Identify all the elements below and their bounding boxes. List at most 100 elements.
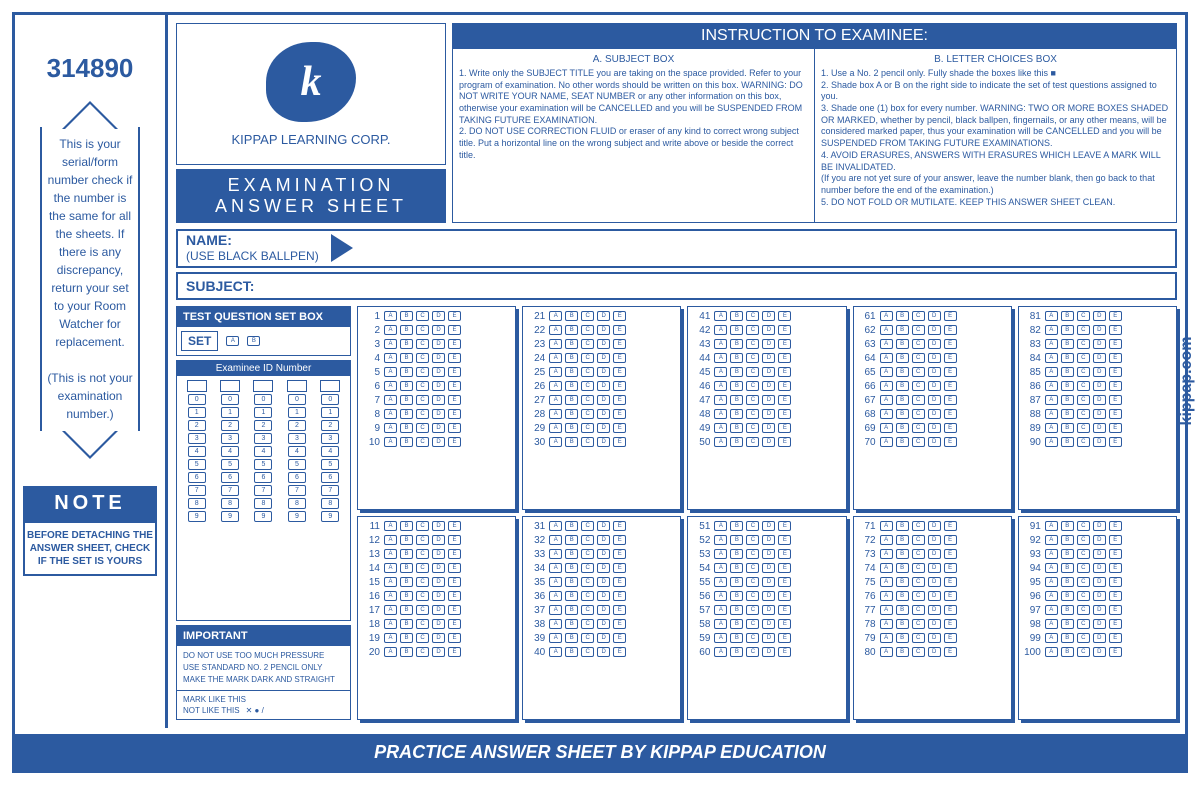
id-bubble[interactable]: 0 <box>188 394 206 405</box>
answer-bubble[interactable]: C <box>746 563 759 573</box>
answer-bubble[interactable]: D <box>432 437 445 447</box>
id-bubble[interactable]: 6 <box>321 472 339 483</box>
answer-bubble[interactable]: C <box>1077 311 1090 321</box>
answer-bubble[interactable]: B <box>400 409 413 419</box>
answer-bubble[interactable]: D <box>928 605 941 615</box>
answer-bubble[interactable]: C <box>416 409 429 419</box>
id-bubble[interactable]: 3 <box>321 433 339 444</box>
answer-bubble[interactable]: D <box>928 367 941 377</box>
answer-bubble[interactable]: A <box>880 549 893 559</box>
id-bubble[interactable]: 3 <box>288 433 306 444</box>
answer-bubble[interactable]: B <box>565 563 578 573</box>
answer-bubble[interactable]: D <box>432 563 445 573</box>
answer-bubble[interactable]: B <box>400 325 413 335</box>
answer-bubble[interactable]: B <box>896 367 909 377</box>
answer-bubble[interactable]: A <box>1045 367 1058 377</box>
answer-bubble[interactable]: B <box>1061 353 1074 363</box>
answer-bubble[interactable]: C <box>912 381 925 391</box>
answer-bubble[interactable]: E <box>778 619 791 629</box>
answer-bubble[interactable]: E <box>448 353 461 363</box>
answer-bubble[interactable]: C <box>1077 549 1090 559</box>
answer-bubble[interactable]: B <box>896 521 909 531</box>
answer-bubble[interactable]: C <box>746 437 759 447</box>
answer-bubble[interactable]: D <box>762 381 775 391</box>
answer-bubble[interactable]: E <box>613 423 626 433</box>
answer-bubble[interactable]: D <box>762 521 775 531</box>
id-bubble[interactable]: 0 <box>288 394 306 405</box>
answer-bubble[interactable]: C <box>416 535 429 545</box>
answer-bubble[interactable]: D <box>1093 521 1106 531</box>
answer-bubble[interactable]: C <box>581 381 594 391</box>
answer-bubble[interactable]: A <box>880 409 893 419</box>
answer-bubble[interactable]: D <box>432 353 445 363</box>
answer-bubble[interactable]: D <box>1093 549 1106 559</box>
answer-bubble[interactable]: C <box>581 577 594 587</box>
answer-bubble[interactable]: D <box>597 577 610 587</box>
answer-bubble[interactable]: A <box>880 577 893 587</box>
id-bubble[interactable]: 3 <box>188 433 206 444</box>
answer-bubble[interactable]: E <box>448 437 461 447</box>
answer-bubble[interactable]: C <box>746 633 759 643</box>
id-bubble[interactable]: 3 <box>254 433 272 444</box>
answer-bubble[interactable]: E <box>613 647 626 657</box>
answer-bubble[interactable]: C <box>581 563 594 573</box>
answer-bubble[interactable]: E <box>1109 591 1122 601</box>
answer-bubble[interactable]: D <box>597 409 610 419</box>
answer-bubble[interactable]: B <box>730 325 743 335</box>
answer-bubble[interactable]: A <box>549 353 562 363</box>
answer-bubble[interactable]: C <box>416 381 429 391</box>
answer-bubble[interactable]: E <box>1109 437 1122 447</box>
answer-bubble[interactable]: E <box>448 605 461 615</box>
answer-bubble[interactable]: C <box>746 367 759 377</box>
answer-bubble[interactable]: A <box>384 395 397 405</box>
answer-bubble[interactable]: C <box>912 423 925 433</box>
answer-bubble[interactable]: B <box>565 647 578 657</box>
answer-bubble[interactable]: C <box>581 619 594 629</box>
answer-bubble[interactable]: E <box>448 521 461 531</box>
answer-bubble[interactable]: B <box>565 311 578 321</box>
answer-bubble[interactable]: E <box>1109 633 1122 643</box>
answer-bubble[interactable]: A <box>1045 619 1058 629</box>
answer-bubble[interactable]: C <box>1077 381 1090 391</box>
answer-bubble[interactable]: B <box>400 633 413 643</box>
answer-bubble[interactable]: C <box>746 647 759 657</box>
answer-bubble[interactable]: B <box>730 605 743 615</box>
answer-bubble[interactable]: C <box>581 521 594 531</box>
answer-bubble[interactable]: E <box>613 325 626 335</box>
answer-bubble[interactable]: D <box>1093 437 1106 447</box>
answer-bubble[interactable]: D <box>762 409 775 419</box>
answer-bubble[interactable]: C <box>746 619 759 629</box>
answer-bubble[interactable]: B <box>730 633 743 643</box>
answer-bubble[interactable]: C <box>416 633 429 643</box>
answer-bubble[interactable]: C <box>912 633 925 643</box>
answer-bubble[interactable]: D <box>597 549 610 559</box>
answer-bubble[interactable]: D <box>1093 409 1106 419</box>
answer-bubble[interactable]: D <box>1093 563 1106 573</box>
answer-bubble[interactable]: E <box>778 535 791 545</box>
answer-bubble[interactable]: B <box>730 577 743 587</box>
answer-bubble[interactable]: B <box>730 381 743 391</box>
answer-bubble[interactable]: D <box>597 437 610 447</box>
answer-bubble[interactable]: A <box>1045 423 1058 433</box>
answer-bubble[interactable]: C <box>912 647 925 657</box>
answer-bubble[interactable]: B <box>1061 521 1074 531</box>
answer-bubble[interactable]: E <box>778 605 791 615</box>
answer-bubble[interactable]: B <box>896 577 909 587</box>
answer-bubble[interactable]: A <box>384 353 397 363</box>
answer-bubble[interactable]: E <box>778 395 791 405</box>
answer-bubble[interactable]: C <box>1077 437 1090 447</box>
answer-bubble[interactable]: A <box>880 633 893 643</box>
answer-bubble[interactable]: A <box>384 409 397 419</box>
id-bubble[interactable]: 9 <box>288 511 306 522</box>
answer-bubble[interactable]: E <box>778 549 791 559</box>
answer-bubble[interactable]: C <box>581 437 594 447</box>
answer-bubble[interactable]: A <box>384 339 397 349</box>
answer-bubble[interactable]: D <box>928 381 941 391</box>
answer-bubble[interactable]: D <box>762 535 775 545</box>
answer-bubble[interactable]: A <box>1045 535 1058 545</box>
answer-bubble[interactable]: A <box>880 353 893 363</box>
answer-bubble[interactable]: D <box>597 605 610 615</box>
answer-bubble[interactable]: D <box>432 577 445 587</box>
answer-bubble[interactable]: C <box>1077 563 1090 573</box>
answer-bubble[interactable]: A <box>880 395 893 405</box>
